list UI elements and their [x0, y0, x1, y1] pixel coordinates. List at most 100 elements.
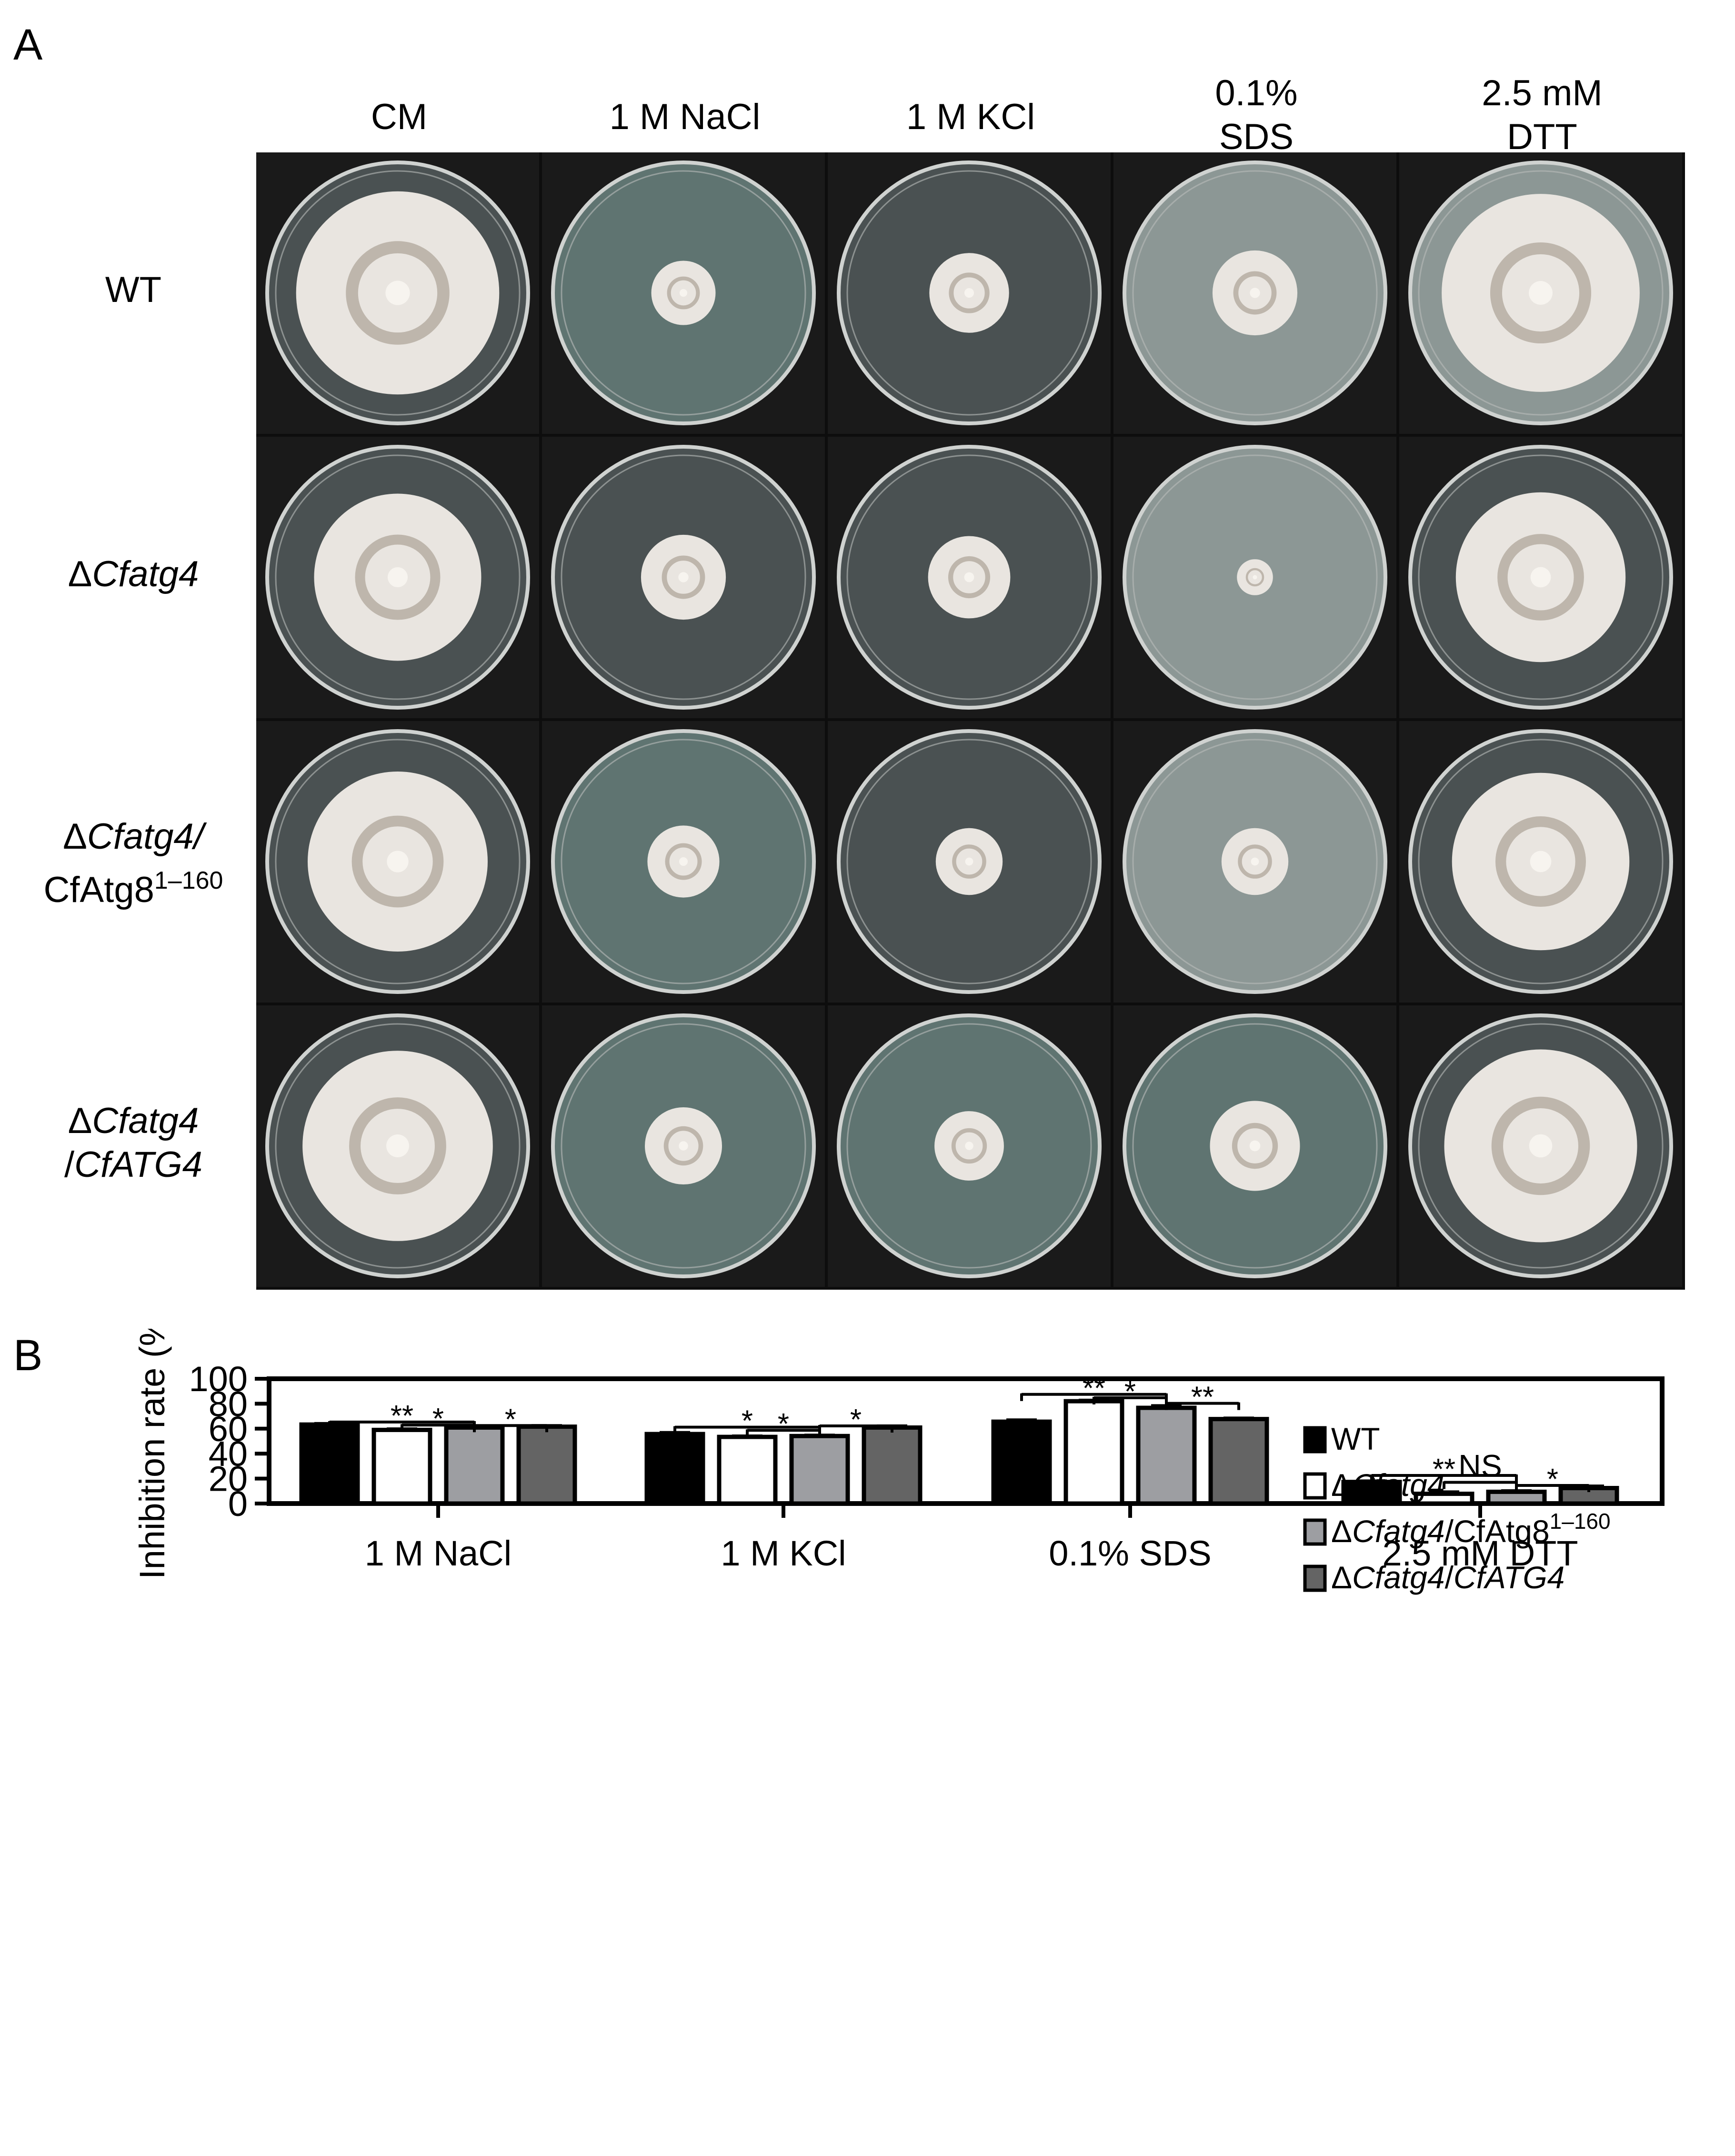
colony-ring	[951, 1128, 987, 1164]
colony-ring	[667, 276, 700, 310]
plate-inner-rim	[275, 739, 521, 984]
plate-inner-rim	[1132, 739, 1378, 984]
x-tick-label: 1 M KCl	[721, 1534, 846, 1573]
x-tick-label: 2.5 mM DTT	[1382, 1534, 1578, 1573]
bar	[862, 1425, 923, 1506]
bar	[299, 1422, 360, 1506]
plate-photo-cfatg4-cfatg4-nacl	[542, 1005, 825, 1287]
column-header-cm: CM	[256, 95, 542, 139]
plate-photo-wt-kcl	[828, 152, 1111, 434]
colony-ring	[665, 843, 702, 880]
bar	[1486, 1489, 1547, 1506]
legend-label-part: /	[1445, 1560, 1454, 1595]
legend-swatch	[1303, 1518, 1327, 1546]
plate-inner-rim	[1418, 454, 1664, 700]
colony-center	[387, 851, 409, 872]
plate-photo-cfatg4-cfatg4-kcl	[828, 1005, 1111, 1287]
column-header-line: 1 M NaCl	[609, 97, 761, 137]
legend-swatch	[1303, 1426, 1327, 1454]
plate-photo-cfatg4-atg8-cm	[256, 721, 539, 1003]
panel-a-letter: A	[13, 20, 43, 69]
colony-ring	[1232, 1123, 1278, 1169]
colony-center	[1249, 1140, 1261, 1152]
legend-label-part: WT	[1331, 1421, 1380, 1456]
colony-ring	[952, 844, 986, 879]
significance-bracket	[818, 1424, 893, 1433]
legend-label-part: /CfAtg8	[1445, 1514, 1550, 1549]
y-tick-label: 100	[189, 1359, 248, 1399]
row-label-part: Δ	[63, 816, 87, 857]
x-tick-label: 0.1% SDS	[1049, 1534, 1211, 1573]
row-label-cfatg4-atg8: ΔCfatg4/CfAtg81–160	[19, 815, 248, 912]
significance-label: *	[778, 1408, 789, 1441]
plate-inner-rim	[1418, 739, 1664, 984]
colony-center	[1529, 1134, 1553, 1158]
colony-center	[679, 289, 688, 297]
colony-ring	[949, 272, 990, 313]
colony-center	[1250, 288, 1260, 298]
bar	[789, 1434, 850, 1506]
legend-label-part: Cfatg4	[1352, 1467, 1444, 1503]
legend-label: ΔCfatg4/CfATG4	[1331, 1560, 1565, 1595]
legend-label: ΔCfatg4	[1331, 1467, 1445, 1503]
plate-photo-cfatg4-dtt	[1399, 437, 1682, 718]
row-label-cfatg4-cfatg4: ΔCfatg4/CfATG4	[19, 1099, 248, 1187]
colony-ring	[1497, 534, 1584, 621]
colony-center	[1253, 575, 1257, 580]
colony-ring	[948, 556, 991, 599]
plate-inner-rim	[275, 454, 521, 700]
column-header-line: CM	[371, 97, 428, 137]
column-header-kcl: 1 M KCl	[828, 95, 1113, 139]
plate-inner-rim	[1132, 454, 1378, 700]
row-label-line: ΔCfatg4/	[19, 815, 248, 859]
y-tick-label: 40	[209, 1434, 248, 1474]
legend-label-part: Cfatg4	[1352, 1514, 1444, 1549]
bar	[644, 1432, 705, 1506]
colony-center	[964, 288, 974, 298]
significance-label: **	[1433, 1453, 1455, 1486]
colony-center	[964, 572, 974, 582]
column-header-line: 0.1%	[1215, 73, 1298, 113]
plate-inner-rim	[561, 454, 806, 700]
colony-center	[385, 281, 410, 305]
significance-label: *	[1124, 1375, 1136, 1408]
row-label-wt: WT	[19, 268, 248, 312]
plate-photo-cfatg4-cm	[256, 437, 539, 718]
significance-label: *	[505, 1403, 516, 1436]
colony-center	[386, 1134, 409, 1157]
row-label-line: WT	[19, 268, 248, 312]
plate-photo-wt-sds	[1113, 152, 1396, 434]
legend-label-part: Δ	[1331, 1467, 1352, 1503]
plate-inner-rim	[1418, 1023, 1664, 1269]
plate-inner-rim	[561, 1023, 806, 1269]
row-label-part: Cfatg4/	[87, 816, 204, 857]
colony-ring	[1490, 242, 1592, 344]
plate-inner-rim	[1418, 170, 1664, 416]
colony-center	[679, 857, 688, 866]
plate-photo-wt-cm	[256, 152, 539, 434]
legend-label-part: Δ	[1331, 1514, 1352, 1549]
colony-center	[965, 1142, 973, 1150]
y-tick-label: 20	[209, 1459, 248, 1499]
colony-center	[1530, 851, 1552, 872]
legend-swatch	[1303, 1564, 1327, 1592]
y-tick-label: 80	[209, 1384, 248, 1424]
significance-label: *	[432, 1403, 444, 1435]
plate-photo-cfatg4-cfatg4-cm	[256, 1005, 539, 1287]
bar	[717, 1434, 778, 1506]
bar	[1208, 1417, 1269, 1506]
plate-inner-rim	[561, 170, 806, 416]
plate-photo-cfatg4-cfatg4-sds	[1113, 1005, 1396, 1287]
plate-photo-cfatg4-sds	[1113, 437, 1396, 718]
significance-bracket	[1370, 1474, 1518, 1483]
legend-label-part: 1–160	[1550, 1509, 1611, 1534]
column-header-line: SDS	[1219, 117, 1294, 157]
plate-inner-rim	[1132, 1023, 1378, 1269]
significance-label: **	[1191, 1381, 1214, 1414]
row-label-part: Cfatg4	[92, 1100, 199, 1141]
plate-photo-cfatg4-atg8-nacl	[542, 721, 825, 1003]
colony-ring	[662, 555, 705, 599]
colony-ring	[349, 1097, 446, 1194]
column-header-line: DTT	[1507, 117, 1577, 157]
